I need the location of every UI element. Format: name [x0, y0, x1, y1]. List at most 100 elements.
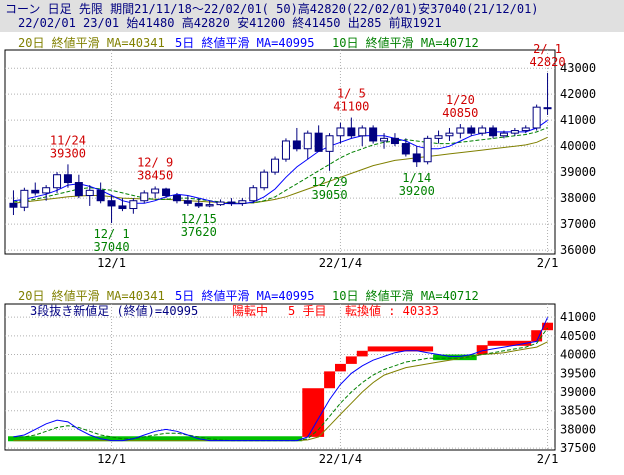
candle-body — [74, 182, 83, 197]
top-y-axis: 43000 42000 41000 40000 39000 38000 37000 36000 — [560, 61, 596, 257]
candle-body — [249, 187, 258, 202]
break-reversal: 転換値 : 40333 — [345, 303, 439, 318]
candle-body — [96, 189, 105, 202]
break-state: 陽転中 — [232, 303, 268, 318]
top-y-tick: 40000 — [560, 139, 596, 153]
break-count: 5 手目 — [288, 304, 326, 318]
bottom-grid — [5, 304, 555, 450]
bottom-x-tick: 2/1 — [537, 452, 559, 466]
candle-body — [260, 171, 269, 189]
trough-value-label: 39050 — [311, 188, 347, 202]
up-brick — [302, 388, 325, 437]
candlesticks — [9, 72, 552, 224]
break-chart-title: 3段抜き新値足 (終値)=40995 — [30, 303, 198, 318]
header-line-1: コーン 日足 先限 期間21/11/18～22/02/01( 50)高42820… — [5, 1, 539, 16]
bottom-y-tick: 38500 — [560, 404, 596, 418]
candle-body — [281, 140, 290, 160]
up-brick — [345, 356, 357, 364]
up-brick — [487, 340, 532, 346]
candle-body — [336, 127, 345, 137]
trough-date-label: 1/14 — [402, 171, 431, 185]
candle-body — [456, 127, 465, 134]
peak-date-label: 12/ 9 — [137, 155, 173, 169]
candle-body — [216, 201, 225, 206]
down-brick — [8, 436, 303, 442]
top-y-tick: 42000 — [560, 87, 596, 101]
candle-body — [63, 174, 72, 184]
top-chart-legend: 20日 終値平滑 MA=40341 5日 終値平滑 MA=40995 10日 終… — [18, 35, 479, 50]
candle-body — [347, 127, 356, 137]
candle-body — [412, 153, 421, 163]
candle-body — [151, 188, 160, 194]
candle-body — [489, 127, 498, 137]
header-background — [0, 0, 624, 32]
top-y-tick: 43000 — [560, 61, 596, 75]
candle-body — [20, 189, 29, 208]
top-y-tick: 38000 — [560, 191, 596, 205]
candle-body — [434, 135, 443, 139]
up-brick — [476, 345, 488, 355]
top-y-tick: 39000 — [560, 165, 596, 179]
candle-body — [42, 187, 51, 194]
candle-body — [423, 137, 432, 163]
candle-body — [227, 201, 236, 204]
trough-date-label: 12/ 1 — [93, 227, 129, 241]
header-line-2: 22/02/01 23/01 始41480 高42820 安41200 終414… — [18, 15, 442, 30]
bottom-ma10-line — [13, 327, 549, 442]
trough-date-label: 12/29 — [311, 175, 347, 189]
peak-value-label: 38450 — [137, 168, 173, 182]
bottom-y-tick: 41000 — [560, 310, 596, 324]
peak-value-label: 39300 — [50, 146, 86, 160]
header-area: コーン 日足 先限 期間21/11/18～22/02/01( 50)高42820… — [0, 0, 624, 32]
candle-body — [205, 204, 214, 207]
bottom-ma5-line — [13, 317, 549, 442]
candle-body — [183, 200, 192, 204]
bottom-chart-legend: 20日 終値平滑 MA=40341 5日 終値平滑 MA=40995 10日 終… — [18, 288, 479, 318]
legend-ma10: 10日 終値平滑 MA=40712 — [332, 35, 479, 50]
bottom-y-tick: 38000 — [560, 422, 596, 436]
legend-ma20: 20日 終値平滑 MA=40341 — [18, 35, 165, 50]
bottom-y-tick: 40500 — [560, 329, 596, 343]
peak-date-label: 1/ 5 — [337, 87, 366, 101]
candle-body — [303, 132, 312, 150]
candle-body — [118, 205, 127, 210]
candle-body — [499, 132, 508, 137]
candle-body — [390, 137, 399, 145]
bottom-y-tick: 39000 — [560, 385, 596, 399]
candle-body — [532, 106, 541, 129]
bottom-legend-ma10: 10日 終値平滑 MA=40712 — [332, 288, 479, 303]
candle-body — [401, 143, 410, 155]
candle-body — [129, 200, 138, 210]
peak-date-label: 2/ 1 — [533, 42, 562, 56]
bottom-y-tick: 40000 — [560, 348, 596, 362]
candle-body — [380, 137, 389, 142]
candle-body — [9, 202, 18, 208]
top-y-tick: 37000 — [560, 217, 596, 231]
candle-body — [31, 189, 40, 194]
break-bricks — [8, 322, 553, 442]
candle-body — [445, 132, 454, 137]
up-brick — [531, 330, 543, 342]
peak-date-label: 11/24 — [50, 133, 86, 147]
candle-body — [162, 188, 171, 197]
candle-body — [172, 195, 181, 202]
candle-body — [467, 127, 476, 134]
top-y-tick: 36000 — [560, 243, 596, 257]
candle-body — [325, 135, 334, 152]
bottom-plot-frame — [4, 303, 556, 451]
legend-ma5: 5日 終値平滑 MA=40995 — [175, 35, 314, 50]
peak-date-label: 1/20 — [446, 93, 475, 107]
trough-date-label: 12/15 — [181, 212, 217, 226]
up-brick — [335, 363, 346, 372]
peak-value-label: 42820 — [529, 55, 565, 69]
candle-body — [543, 107, 552, 110]
up-brick — [356, 350, 368, 357]
bottom-y-tick: 39500 — [560, 366, 596, 380]
top-plot-frame — [4, 49, 556, 255]
down-brick — [433, 354, 477, 361]
candle-body — [53, 174, 62, 189]
candle-body — [107, 200, 116, 207]
peak-value-label: 41100 — [333, 100, 369, 114]
top-x-tick: 12/1 — [97, 256, 126, 270]
